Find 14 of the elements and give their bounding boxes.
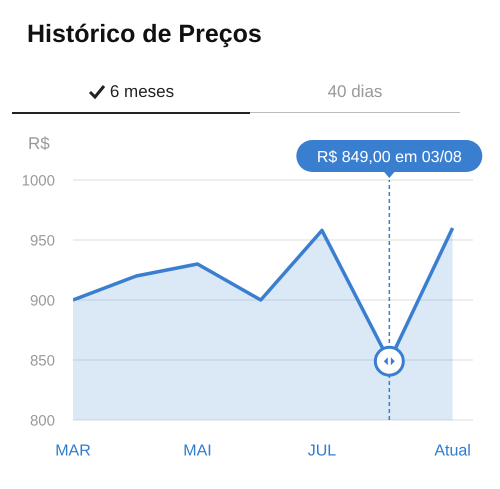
text: 6 meses xyxy=(110,82,174,102)
y-axis-title: R$ xyxy=(28,134,50,154)
x-tick-label: MAR xyxy=(55,442,91,460)
y-tick-label: 950 xyxy=(30,232,55,250)
x-tick-label: MAI xyxy=(183,442,212,460)
text: 40 dias xyxy=(328,82,382,102)
ref-line-label: R$ 849,00 em 03/08 xyxy=(316,149,462,166)
y-tick-label: 800 xyxy=(30,412,55,430)
x-tick-label: JUL xyxy=(308,442,336,460)
y-tick-label: 1000 xyxy=(22,172,55,190)
x-tick-label: Atual xyxy=(434,442,471,460)
chart-title: Histórico de Preços xyxy=(27,20,262,49)
y-tick-label: 900 xyxy=(30,292,55,310)
y-tick-label: 850 xyxy=(30,352,55,370)
